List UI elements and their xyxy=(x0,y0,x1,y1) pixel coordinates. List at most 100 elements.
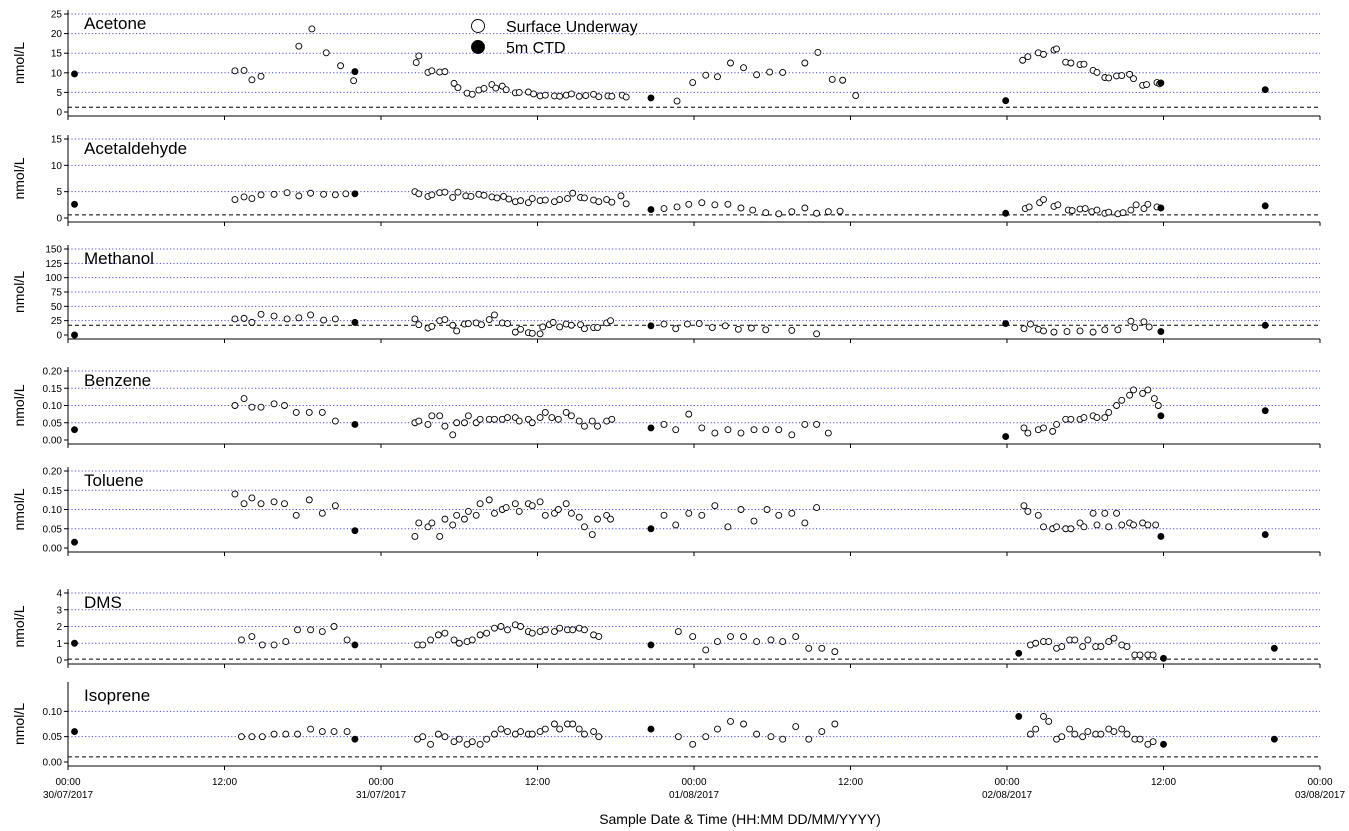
surface-underway-point xyxy=(1127,206,1135,214)
surface-underway-point xyxy=(813,421,821,428)
surface-underway-point xyxy=(805,735,813,743)
y-tick-label: 25 xyxy=(51,316,63,327)
surface-underway-point xyxy=(660,421,668,428)
surface-underway-point xyxy=(556,624,564,632)
surface-underway-point xyxy=(504,626,511,634)
ctd-point xyxy=(1160,740,1167,748)
x-tick-time-label: 00:00 xyxy=(1307,777,1332,788)
surface-underway-point xyxy=(468,636,476,644)
surface-underway-point xyxy=(528,502,536,510)
surface-underway-point xyxy=(775,511,783,519)
surface-underway-point xyxy=(415,190,423,198)
surface-underway-point xyxy=(536,414,544,422)
ctd-point xyxy=(647,424,655,432)
surface-underway-point xyxy=(517,728,524,736)
surface-underway-point xyxy=(455,639,463,647)
surface-underway-point xyxy=(575,92,583,100)
surface-underway-point xyxy=(517,623,524,630)
surface-underway-point xyxy=(497,725,505,733)
x-tick-time-label: 12:00 xyxy=(1151,777,1176,788)
ctd-point xyxy=(351,641,359,649)
x-tick-date-label: 02/08/2017 xyxy=(982,790,1032,801)
surface-underway-point xyxy=(1032,639,1040,647)
surface-underway-point xyxy=(1145,323,1153,331)
surface-underway-point xyxy=(1136,651,1144,659)
surface-underway-point xyxy=(582,92,590,99)
surface-underway-point xyxy=(1058,733,1066,741)
surface-underway-point xyxy=(491,730,498,738)
surface-underway-point xyxy=(1049,427,1057,435)
surface-underway-point xyxy=(337,62,345,70)
surface-underway-point xyxy=(702,646,710,654)
ctd-point xyxy=(1261,531,1269,538)
surface-underway-point xyxy=(569,720,577,728)
surface-underway-point xyxy=(594,324,601,331)
surface-underway-point xyxy=(282,638,290,646)
y-tick-label: 0.20 xyxy=(43,367,63,378)
surface-underway-point xyxy=(1144,386,1152,394)
surface-underway-point xyxy=(428,322,436,330)
surface-underway-point xyxy=(549,318,557,326)
surface-underway-point xyxy=(1118,521,1126,529)
y-axis-label: nmol/L xyxy=(11,605,27,647)
surface-underway-point xyxy=(511,500,519,508)
surface-underway-point xyxy=(270,312,278,320)
surface-underway-point xyxy=(483,735,491,743)
y-axis-label: nmol/L xyxy=(11,703,27,745)
surface-underway-point xyxy=(248,403,256,411)
surface-underway-point xyxy=(1152,521,1160,529)
legend-label-underway: Surface Underway xyxy=(506,19,638,36)
surface-underway-point xyxy=(411,533,419,540)
surface-underway-point xyxy=(594,515,601,523)
x-axis: 00:00 30/07/2017 12:00 00:00 31/07/2017 12:00… xyxy=(43,777,1345,801)
x-tick-time-label: 00:00 xyxy=(681,777,706,788)
ctd-point xyxy=(647,641,655,649)
surface-underway-point xyxy=(1053,421,1061,428)
y-tick-label: 0.05 xyxy=(43,732,63,743)
surface-underway-point xyxy=(270,190,278,198)
surface-underway-point xyxy=(698,424,706,432)
surface-underway-point xyxy=(1020,325,1028,333)
surface-underway-point xyxy=(434,631,442,639)
legend-marker-filled xyxy=(471,40,485,54)
surface-underway-point xyxy=(240,193,248,201)
surface-underway-point xyxy=(714,638,721,646)
surface-underway-point xyxy=(1093,206,1101,214)
surface-underway-point xyxy=(248,494,256,502)
ctd-point xyxy=(647,94,655,102)
surface-underway-point xyxy=(480,85,488,92)
surface-underway-point xyxy=(569,189,577,197)
surface-underway-point xyxy=(331,315,339,323)
surface-underway-point xyxy=(477,321,485,329)
surface-underway-point xyxy=(1101,326,1109,334)
surface-underway-point xyxy=(779,68,787,76)
surface-underway-point xyxy=(1089,328,1097,336)
surface-underway-point xyxy=(295,314,303,322)
legend-marker-open xyxy=(471,19,485,33)
surface-underway-point xyxy=(660,320,668,328)
ctd-point xyxy=(351,735,359,743)
surface-underway-point xyxy=(1027,730,1034,738)
surface-underway-point xyxy=(476,631,484,639)
surface-underway-point xyxy=(660,205,668,212)
surface-underway-point xyxy=(536,330,544,338)
surface-underway-point xyxy=(1040,50,1047,58)
ctd-point xyxy=(1157,328,1165,336)
ctd-point xyxy=(351,527,359,535)
surface-underway-point xyxy=(727,633,734,640)
ctd-point xyxy=(1270,644,1278,652)
surface-underway-point xyxy=(1144,200,1152,208)
ctd-point xyxy=(1157,412,1165,420)
surface-underway-point xyxy=(551,628,558,635)
surface-underway-point xyxy=(331,417,339,425)
surface-underway-point xyxy=(492,84,500,92)
surface-underway-point xyxy=(491,509,498,517)
surface-underway-point xyxy=(485,496,493,504)
surface-underway-point xyxy=(753,71,761,79)
surface-underway-point xyxy=(511,328,519,336)
x-tick-time-label: 12:00 xyxy=(838,777,863,788)
surface-underway-point xyxy=(575,725,583,733)
y-tick-label: 0 xyxy=(56,214,62,225)
surface-underway-point xyxy=(818,728,826,736)
surface-underway-point xyxy=(1040,424,1047,432)
